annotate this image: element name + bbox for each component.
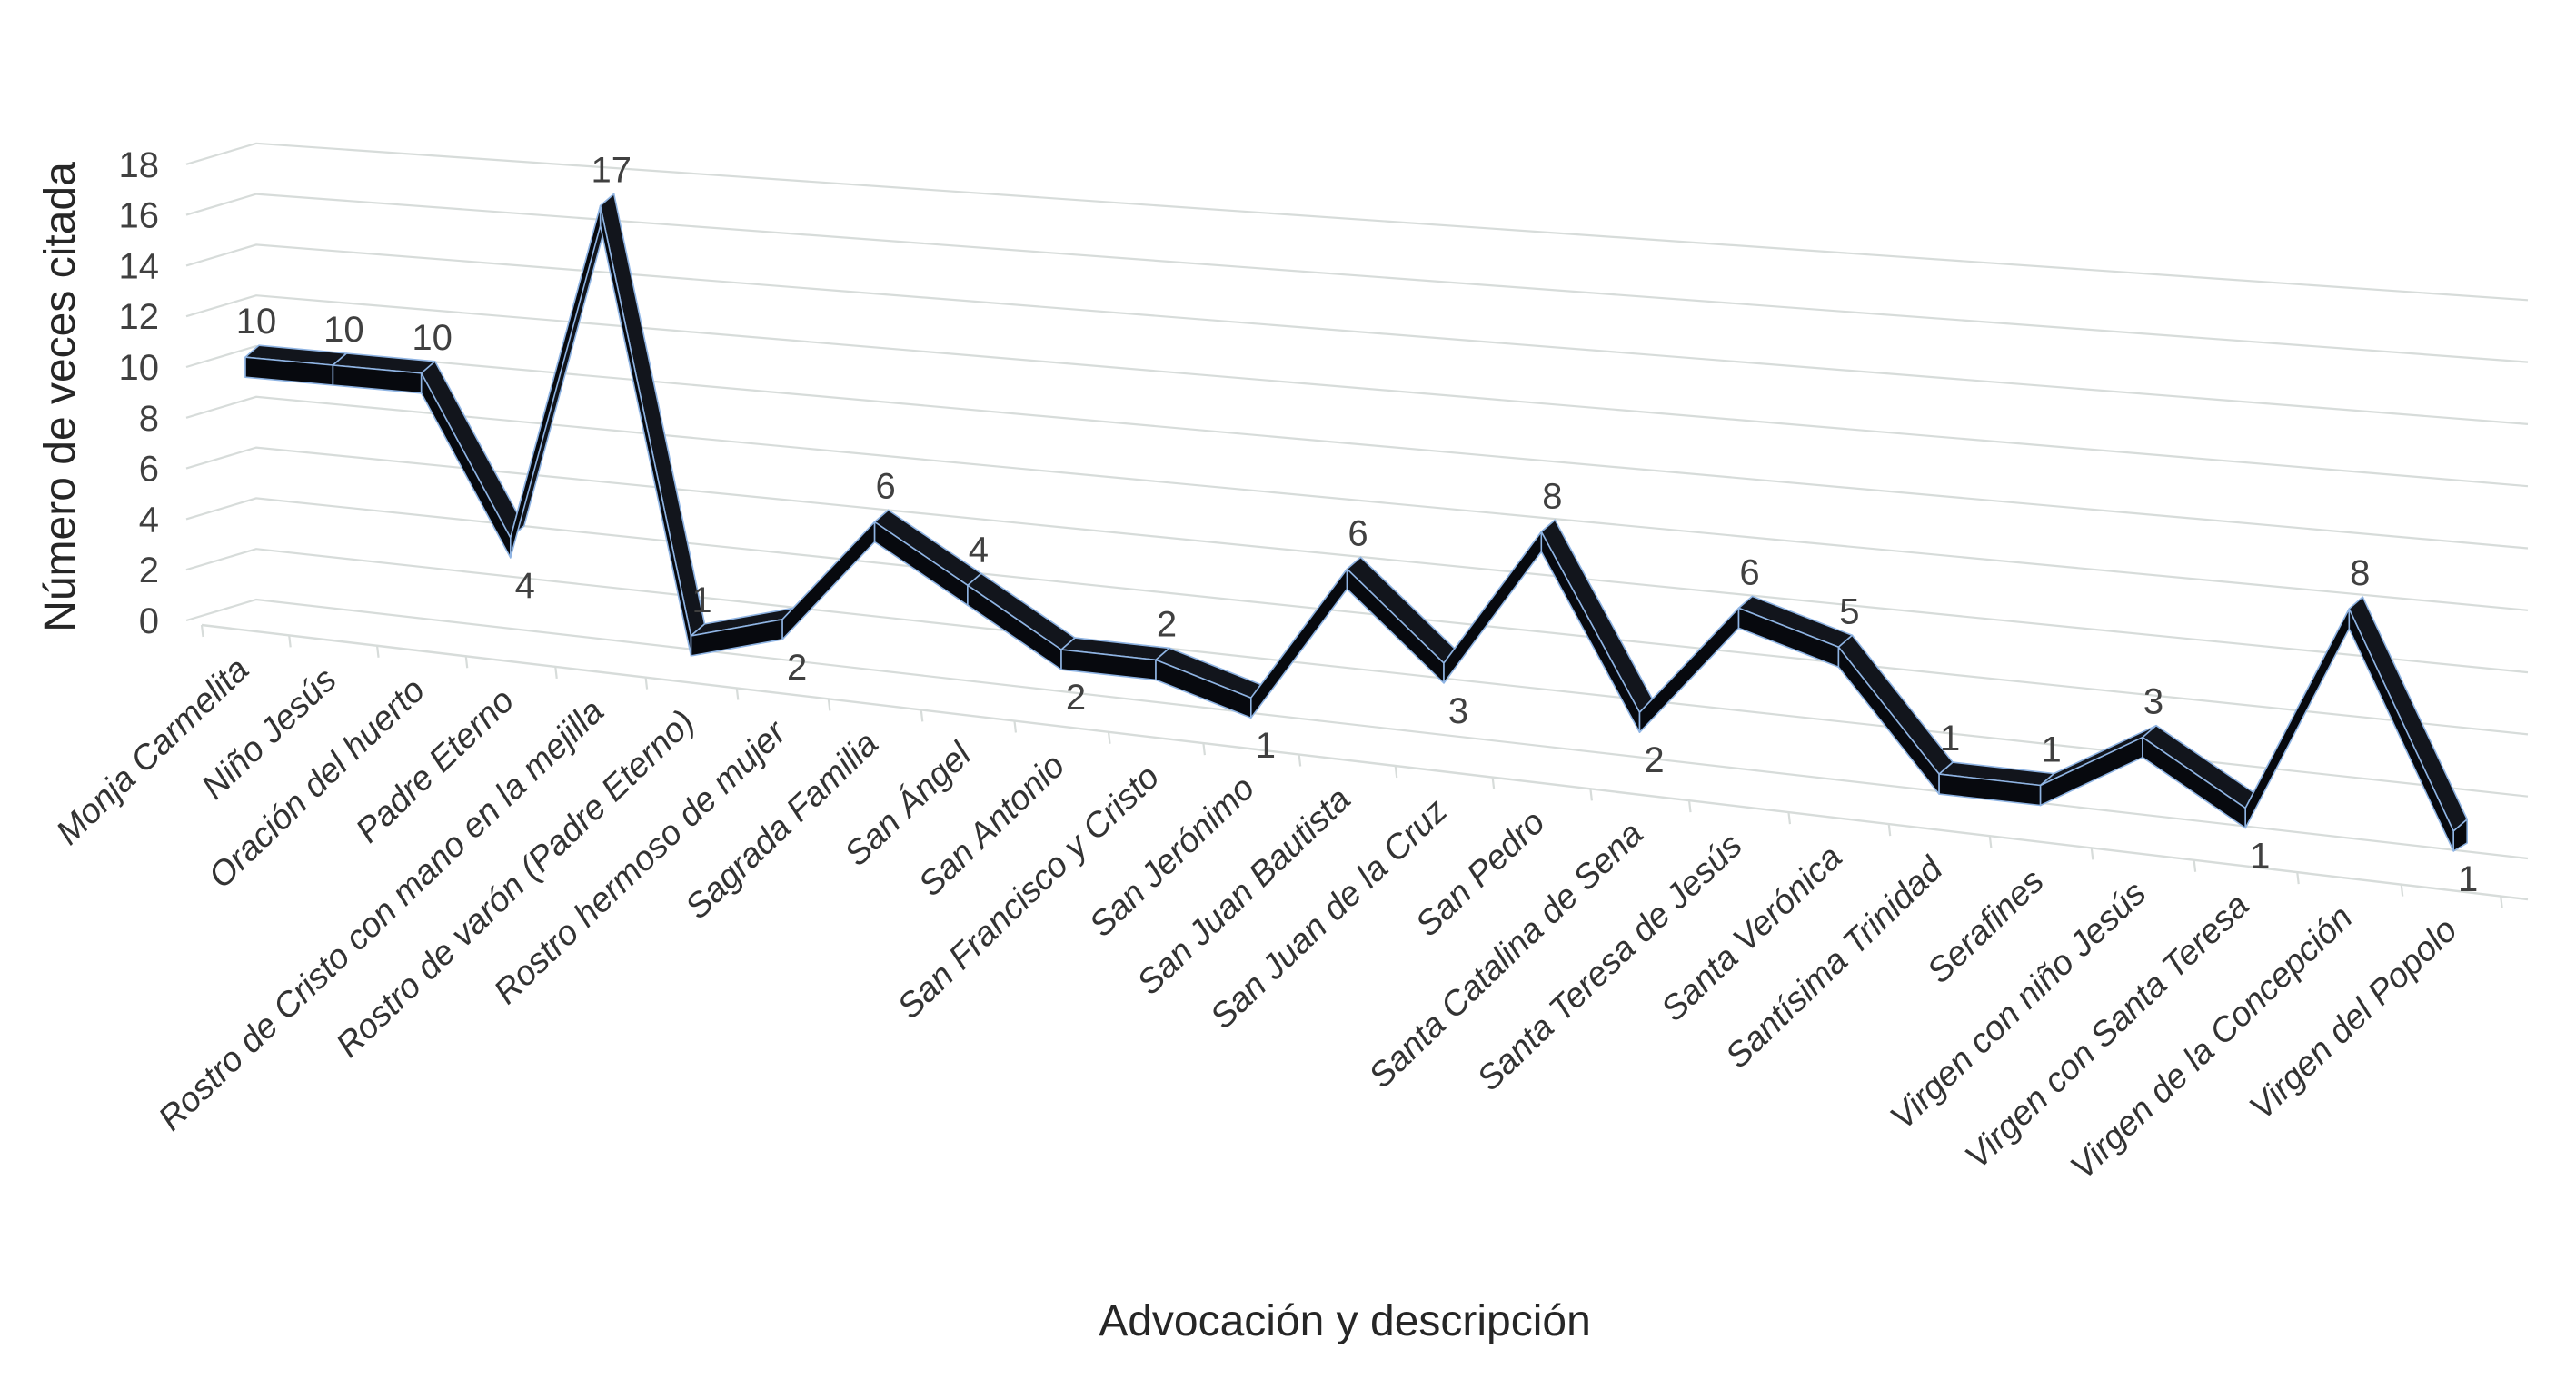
ribbon-top-face [1346, 556, 1458, 664]
axis-tick [2296, 872, 2300, 885]
data-label: 4 [515, 566, 535, 606]
axis-tick [2400, 884, 2404, 897]
gridline [185, 294, 2529, 488]
ribbon-top-face [1837, 634, 1954, 775]
category-label: Sagrada Familia [679, 725, 886, 927]
category-label: Santísima Trinidad [1718, 849, 1951, 1076]
data-label: 4 [969, 530, 989, 570]
ribbon-top-face [1540, 519, 1655, 714]
data-label: 6 [1739, 552, 1759, 592]
category-label: Virgen del Popolo [2243, 911, 2464, 1127]
data-labels: 10 10 10 4 17 1 2 6 4 2 2 1 6 3 8 2 6 5 1 1 3 1 8 1 [236, 150, 2479, 898]
gridline [185, 395, 2529, 611]
category-axis-line [201, 623, 2529, 901]
y-tick-label: 0 [139, 601, 159, 641]
data-label: 10 [323, 310, 364, 350]
x-axis-title: Advocación y descripción [1099, 1297, 1591, 1345]
axis-tick [644, 677, 649, 690]
axis-tick [2090, 848, 2094, 860]
y-tick-label: 4 [139, 500, 159, 540]
y-tick-label: 16 [119, 196, 160, 236]
ribbon-front-face [1443, 531, 1543, 684]
axis-tick [1491, 777, 1496, 789]
axis-tick [288, 635, 292, 648]
y-tick-label: 18 [119, 145, 160, 185]
axis-tick [375, 645, 380, 658]
ribbon-top-face [420, 360, 525, 539]
data-label: 1 [1940, 719, 1960, 759]
data-label: 2 [1644, 740, 1664, 780]
data-label: 6 [1348, 513, 1368, 553]
data-label: 10 [236, 302, 277, 342]
axis-tick [1013, 720, 1018, 733]
data-label: 1 [691, 580, 711, 620]
ribbon-top-face [2348, 596, 2468, 832]
axis-tick [735, 688, 740, 700]
ribbon-end-cap [2452, 819, 2468, 852]
axis-tick [827, 699, 831, 711]
data-label: 2 [1157, 604, 1177, 644]
data-label: 3 [1448, 691, 1468, 731]
data-label: 17 [591, 150, 632, 190]
category-axis [200, 623, 2529, 908]
gridline [185, 548, 2529, 798]
axis-tick [1202, 742, 1207, 756]
y-tick-label: 8 [139, 399, 159, 439]
gridline [185, 243, 2529, 425]
axis-tick [1887, 823, 1892, 837]
axis-tick [1787, 811, 1792, 825]
axis-tick [1988, 836, 1993, 848]
y-tick-label: 10 [119, 348, 160, 388]
ribbon-front-face [2348, 608, 2454, 852]
ribbon-front-face [1250, 568, 1348, 719]
axis-tick [464, 656, 469, 669]
y-tick-label: 6 [139, 450, 159, 490]
axis-tick [2500, 896, 2503, 908]
data-label: 1 [2250, 836, 2270, 876]
ribbon-top-face [599, 193, 706, 637]
ribbon-front-face [1540, 531, 1641, 734]
gridline [185, 193, 2529, 363]
ribbon-front-face [2244, 608, 2351, 829]
data-label: 10 [412, 318, 453, 358]
axis-tick [2193, 859, 2197, 872]
data-label: 3 [2143, 682, 2163, 722]
axis-tick [1589, 789, 1594, 801]
data-label: 1 [2458, 859, 2478, 899]
gridline [185, 446, 2529, 674]
axis-tick [554, 666, 558, 680]
axis-tick [1687, 800, 1692, 813]
ribbon-front-face [781, 521, 876, 640]
data-label: 6 [875, 467, 895, 507]
data-label: 8 [2350, 553, 2370, 593]
category-label: Rostro de varón (Padre Eterno) [329, 703, 702, 1065]
series-ribbon [244, 193, 2468, 852]
axis-tick [1394, 765, 1398, 779]
y-tick-label: 14 [119, 246, 160, 286]
axis-tick [920, 709, 924, 722]
ribbon-front-face [1837, 646, 1940, 795]
ribbon-front-face [509, 204, 602, 559]
data-label: 1 [1256, 726, 1276, 766]
y-axis-title: Número de veces citada [36, 162, 85, 632]
gridlines [185, 142, 2529, 860]
axis-tick [200, 624, 204, 638]
gridline [185, 497, 2529, 736]
data-label: 2 [1066, 678, 1086, 718]
data-label: 2 [787, 648, 807, 688]
data-label: 8 [1542, 476, 1562, 516]
axis-tick [1298, 754, 1302, 767]
gridline [185, 142, 2529, 302]
ribbon-front-face [1638, 607, 1740, 734]
y-axis-tick-labels: 0 2 4 6 8 10 12 14 16 18 [119, 145, 160, 641]
data-label: 5 [1839, 591, 1859, 631]
y-tick-label: 12 [119, 297, 160, 337]
gridline [185, 598, 2529, 860]
y-tick-label: 2 [139, 551, 159, 590]
axis-tick [1107, 731, 1111, 744]
data-label: 1 [2041, 729, 2061, 769]
gridline [185, 344, 2529, 550]
